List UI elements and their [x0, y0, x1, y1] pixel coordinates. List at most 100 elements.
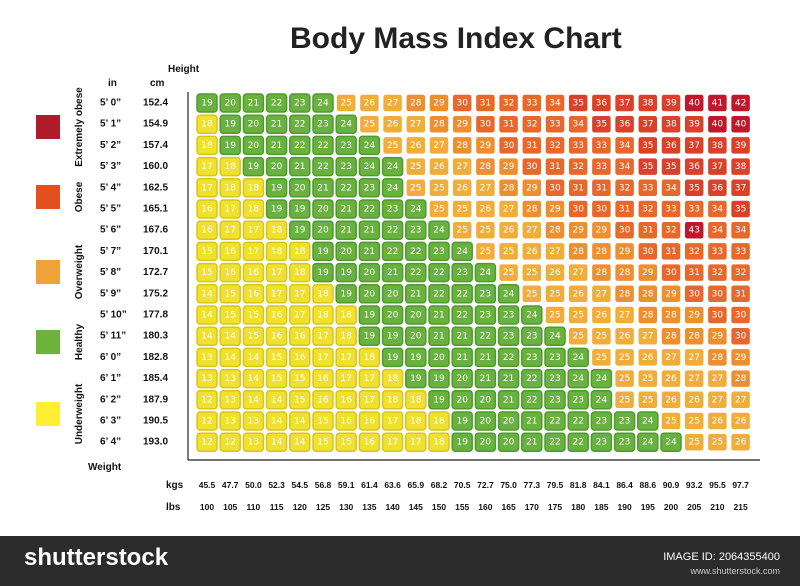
height-cm-label: 193.0: [143, 437, 168, 448]
bmi-cell: [706, 114, 729, 134]
bmi-value: 20: [271, 162, 283, 172]
bmi-cell: [637, 135, 659, 156]
bmi-value: 14: [224, 332, 236, 342]
bmi-cell: [265, 432, 288, 452]
bmi-cell: [381, 220, 404, 240]
bmi-cell: [521, 284, 543, 304]
bmi-cell: [289, 220, 311, 240]
bmi-value: 17: [248, 226, 259, 236]
bmi-cell: [590, 284, 613, 304]
bmi-value: 18: [201, 120, 213, 130]
bmi-value: 21: [248, 99, 259, 109]
bmi-cell: [613, 135, 636, 156]
bmi-cell: [544, 220, 566, 240]
bmi-cell: [567, 411, 589, 431]
bmi-cell: [567, 432, 589, 452]
bmi-value: 25: [410, 162, 421, 172]
bmi-cell: [312, 135, 334, 156]
bmi-cell: [567, 347, 589, 368]
bmi-cell: [289, 199, 311, 219]
weight-kg-label: 93.2: [686, 480, 703, 490]
bmi-value: 25: [619, 374, 630, 384]
bmi-cell: [706, 241, 729, 262]
weight-lbs-label: 180: [571, 502, 585, 512]
bmi-cell: [381, 178, 404, 198]
bmi-cell: [590, 432, 613, 452]
bmi-value: 13: [248, 417, 259, 427]
bmi-cell: [219, 432, 241, 452]
height-in-label: 5’ 6”: [100, 225, 121, 236]
bmi-value: 15: [340, 438, 351, 448]
bmi-cell: [683, 178, 705, 198]
weight-kg-label: 61.4: [361, 480, 378, 490]
bmi-value: 24: [387, 183, 399, 193]
bmi-value: 33: [549, 120, 560, 130]
bmi-cell: [474, 432, 497, 452]
bmi-cell: [660, 368, 682, 389]
bmi-value: 24: [665, 438, 677, 448]
bmi-value: 18: [317, 311, 329, 321]
legend-swatch: [36, 185, 60, 209]
legend-label: Overweight: [74, 244, 85, 299]
bmi-value: 20: [456, 374, 468, 384]
bmi-cell: [637, 390, 659, 410]
bmi-value: 22: [549, 438, 560, 448]
bmi-value: 15: [294, 395, 305, 405]
bmi-cell: [567, 156, 589, 177]
bmi-value: 28: [596, 268, 608, 278]
bmi-cell: [312, 347, 334, 368]
bmi-cell: [474, 284, 497, 304]
bmi-cell: [613, 432, 636, 452]
bmi-value: 31: [549, 162, 560, 172]
bmi-cell: [567, 220, 589, 240]
bmi-value: 24: [410, 205, 422, 215]
bmi-cell: [405, 262, 427, 283]
bmi-value: 37: [619, 99, 630, 109]
bmi-value: 16: [340, 417, 352, 427]
bmi-cell: [335, 411, 357, 431]
bmi-value: 28: [503, 183, 515, 193]
bmi-value: 25: [503, 247, 514, 257]
bmi-cell: [381, 114, 404, 134]
bmi-value: 39: [665, 99, 677, 109]
bmi-cell: [683, 262, 705, 283]
bmi-value: 31: [596, 183, 607, 193]
weight-lbs-label: 130: [339, 502, 353, 512]
bmi-value: 19: [294, 226, 306, 236]
bmi-value: 22: [456, 311, 467, 321]
weight-kg-label: 84.1: [593, 480, 610, 490]
bmi-value: 17: [201, 183, 212, 193]
bmi-value: 29: [665, 289, 677, 299]
height-cm-label: 170.1: [143, 246, 168, 257]
bmi-cell: [219, 390, 241, 410]
bmi-value: 29: [596, 226, 608, 236]
bmi-value: 24: [317, 99, 329, 109]
bmi-cell: [196, 93, 218, 113]
height-unit-in: in: [108, 78, 117, 89]
bmi-value: 30: [480, 120, 492, 130]
bmi-cell: [706, 135, 729, 156]
weight-lbs-label: 185: [594, 502, 608, 512]
bmi-value: 23: [364, 183, 375, 193]
bmi-value: 21: [364, 226, 375, 236]
height-in-label: 5’ 7”: [100, 246, 121, 257]
bmi-cell: [544, 93, 566, 113]
bmi-value: 20: [456, 395, 468, 405]
bmi-value: 39: [735, 141, 747, 151]
height-cm-label: 172.7: [143, 267, 168, 278]
bmi-value: 22: [387, 226, 398, 236]
bmi-cell: [405, 411, 427, 431]
bmi-cell: [497, 241, 520, 262]
height-cm-label: 165.1: [143, 204, 168, 215]
bmi-cell: [451, 347, 473, 368]
bmi-value: 18: [387, 374, 399, 384]
bmi-cell: [196, 411, 218, 431]
bmi-cell: [590, 390, 613, 410]
bmi-cell: [312, 284, 334, 304]
bmi-cell: [521, 199, 543, 219]
bmi-value: 17: [317, 332, 328, 342]
bmi-cell: [637, 411, 659, 431]
image-id: IMAGE ID: 2064355400: [663, 551, 780, 563]
bmi-cell: [312, 368, 334, 389]
bmi-cell: [613, 368, 636, 389]
